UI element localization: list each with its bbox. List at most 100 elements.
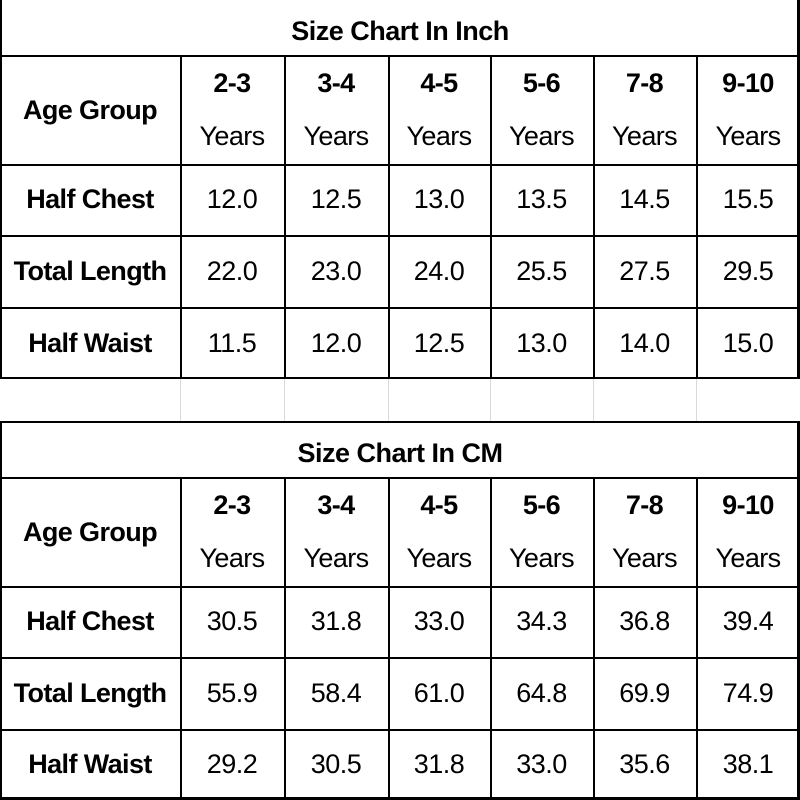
table-cell: 55.9 [206,677,258,708]
table-border [593,55,595,378]
column-header: 4-5 Years [388,478,490,586]
table-border [490,55,492,378]
table-border [0,235,800,237]
column-unit: Years [508,121,575,151]
table-cell: 23.0 [310,255,362,286]
column-unit: Years [611,121,678,151]
table-cell: 12.5 [413,327,465,358]
table-cell: 14.5 [619,184,670,214]
table-border [0,586,800,588]
table-border [180,477,182,800]
table-cell: 33.0 [413,606,465,636]
table-cell: 69.9 [619,677,670,708]
column-header: 7-8 Years [593,56,696,164]
table-border [388,55,390,378]
row-label: Half Chest [26,184,154,214]
column-age: 4-5 [420,68,458,98]
table-cell: 29.5 [722,255,774,286]
column-header: 2-3 Years [180,56,284,164]
sheet-gridline [490,379,491,421]
column-age: 3-4 [317,490,355,520]
sheet-gridline [284,379,285,421]
table-cell: 61.0 [413,677,465,708]
column-unit: Years [715,121,781,151]
table-border [696,477,698,800]
column-age: 7-8 [625,68,664,98]
row-label: Half Chest [26,606,154,636]
row-header-age-group: Age Group [22,94,158,125]
table-cell: 38.1 [722,749,774,779]
table-border [696,55,698,378]
table-cell: 12.0 [206,184,258,214]
column-age: 5-6 [522,490,561,520]
sheet-gridline [180,379,181,421]
table-cell: 22.0 [206,255,258,286]
table-border [0,55,800,57]
table-border [0,0,2,378]
column-age: 4-5 [420,490,458,520]
table-cell: 34.3 [516,606,567,636]
column-header: 3-4 Years [284,478,388,586]
column-unit: Years [303,543,369,573]
column-age: 5-6 [522,68,561,98]
column-header: 5-6 Years [490,56,593,164]
table-cell: 27.5 [619,255,670,286]
table-border [490,477,492,800]
row-label: Total Length [13,677,167,708]
table-title: Size Chart In CM [297,437,503,468]
table-cell: 35.6 [619,749,670,779]
table-border [284,477,286,800]
row-header-age-group: Age Group [22,516,158,547]
table-cell: 15.0 [722,327,774,358]
column-header: 9-10 Years [696,478,800,586]
row-label: Total Length [13,255,167,286]
table-border [0,421,2,800]
column-age: 9-10 [722,68,774,98]
sheet-gridline [388,379,389,421]
column-header: 2-3 Years [180,478,284,586]
column-age: 2-3 [213,68,251,98]
row-label: Half Waist [28,327,152,358]
table-border [0,164,800,166]
column-unit: Years [715,543,781,573]
table-border [284,55,286,378]
column-unit: Years [406,121,472,151]
table-cell: 25.5 [516,255,567,286]
table-cell: 24.0 [413,255,465,286]
column-age: 9-10 [722,490,774,520]
column-header: 7-8 Years [593,478,696,586]
column-header: 3-4 Years [284,56,388,164]
table-cell: 36.8 [619,606,670,636]
table-cell: 33.0 [516,749,567,779]
table-border [0,421,800,423]
table-cell: 13.5 [516,184,567,214]
table-border [180,55,182,378]
column-age: 7-8 [625,490,664,520]
row-label: Half Waist [28,749,152,779]
table-cell: 29.2 [206,749,258,779]
column-header: 4-5 Years [388,56,490,164]
table-border [388,477,390,800]
table-cell: 13.0 [413,184,465,214]
column-age: 2-3 [213,490,251,520]
table-border [593,477,595,800]
column-unit: Years [199,543,265,573]
table-cell: 11.5 [207,327,257,358]
column-age: 3-4 [317,68,355,98]
table-border [0,797,800,800]
table-cell: 15.5 [722,184,774,214]
table-border [797,421,800,800]
table-border [0,377,800,379]
table-border [797,0,800,378]
table-cell: 12.5 [310,184,362,214]
column-unit: Years [508,543,575,573]
sheet-gridline [696,379,697,421]
sheet-gridline [593,379,594,421]
table-cell: 31.8 [310,606,362,636]
table-cell: 30.5 [206,606,258,636]
table-cell: 30.5 [310,749,362,779]
table-cell: 39.4 [722,606,774,636]
table-border [0,477,800,479]
table-cell: 31.8 [413,749,465,779]
